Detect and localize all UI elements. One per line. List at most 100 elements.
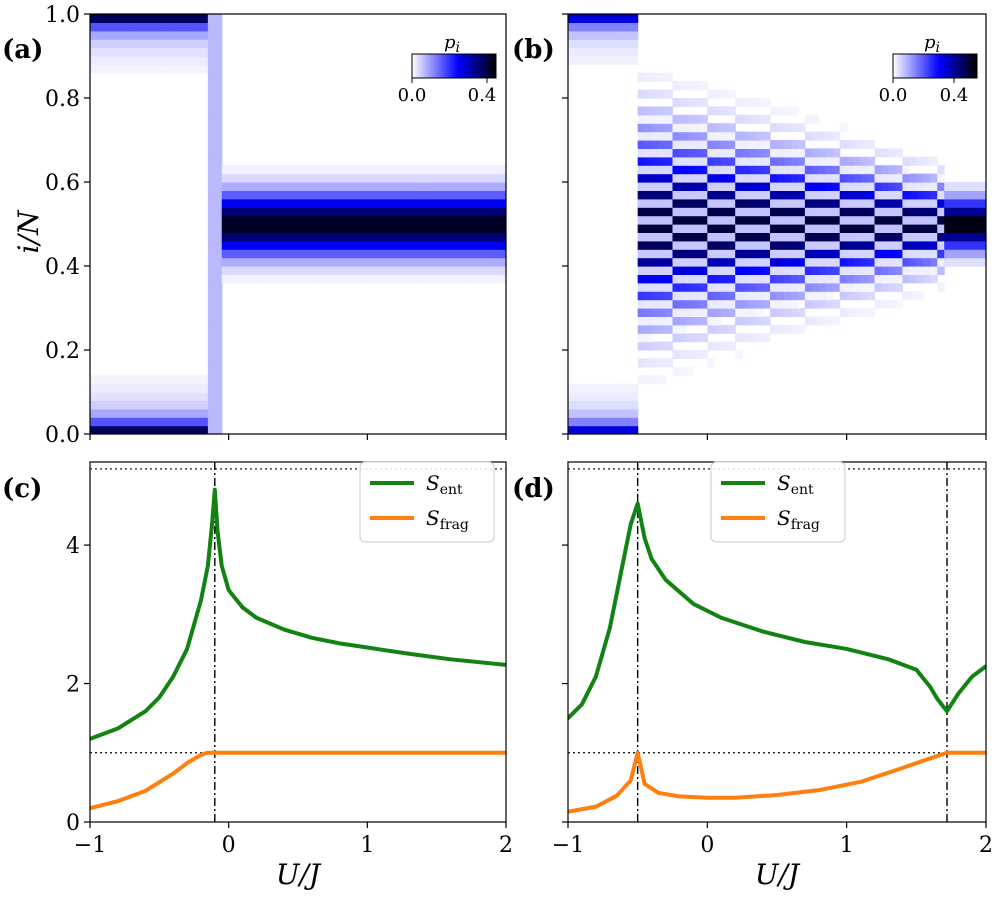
heat-cell [777,215,785,225]
heat-cell [117,400,126,410]
heat-cell [152,39,160,49]
heat-cell [187,39,195,49]
heat-cell [742,131,750,141]
heat-cell [804,148,813,158]
heat-cell [749,257,757,267]
heat-cell [686,215,694,225]
heat-cell [860,156,869,166]
heat-cell [665,282,674,292]
heat-cell [777,232,785,242]
heat-cell [665,190,674,200]
heat-cell [700,114,708,124]
heat-cell [131,47,140,57]
heat-cell [339,257,348,267]
heat-cell [763,291,771,301]
heat-cell [972,232,980,242]
heat-cell [574,408,583,418]
heat-cell [867,156,876,166]
heat-cell [117,22,126,32]
heat-cell [429,232,438,242]
heat-cell [180,392,188,401]
heat-cell [298,232,306,242]
heat-cell [707,358,715,368]
heat-cell [818,274,827,284]
heat-cell [623,39,632,49]
heat-cell [651,148,660,158]
heat-cell [478,215,486,225]
heat-cell [568,14,576,23]
heat-cell [457,207,465,217]
heat-cell [763,165,771,175]
heat-cell [367,173,375,183]
heat-cell [249,182,257,191]
heat-cell [249,165,257,175]
heat-cell [374,207,382,217]
heat-cell [194,383,202,393]
heat-cell [811,207,820,217]
heat-cell [249,266,257,275]
heat-cell [756,291,764,301]
heat-cell [574,39,583,49]
heat-cell [637,140,646,149]
heat-cell [735,173,743,183]
heat-cell [658,106,667,116]
heat-cell [381,165,389,175]
heat-cell [408,257,417,267]
heat-cell [867,232,876,242]
heat-cell [207,156,216,166]
heat-cell [644,249,653,259]
heat-cell [207,425,216,434]
heat-cell [881,173,890,183]
heat-cell [790,299,799,309]
heat-cell [388,165,396,175]
heat-cell [568,30,576,40]
heat-cell [325,182,334,191]
heat-cell [777,182,785,191]
heat-cell [616,392,625,401]
heat-cell [714,232,722,242]
heat-cell [353,224,361,233]
heat-cell [152,47,160,57]
heat-cell [499,232,506,242]
heat-cell [602,383,611,393]
heat-cell [602,22,611,32]
heat-cell [790,308,799,317]
heat-cell [665,89,674,99]
heat-cell [325,232,334,242]
heat-cell [693,299,701,309]
heat-cell [979,249,986,259]
heat-cell [721,165,729,175]
heat-cell [874,173,883,183]
heat-cell [902,257,910,267]
heat-cell [749,207,757,217]
heat-cell [853,291,862,301]
heat-cell [777,148,785,158]
heat-cell [103,425,112,434]
heat-cell [194,425,202,434]
heat-cell [249,224,257,233]
heat-cell [700,266,708,275]
heat-cell [332,232,341,242]
heat-cell [860,266,869,275]
heat-cell [103,47,112,57]
heat-cell [686,156,694,166]
heat-cell [207,282,216,292]
heat-cell [804,224,813,233]
heat-cell [325,198,334,208]
heat-cell [263,182,271,191]
heat-cell [679,123,688,133]
heat-cell [422,257,431,267]
heat-cell [728,240,736,250]
heat-cell [152,56,160,65]
heat-cell [200,39,209,49]
heat-cell [735,308,743,317]
heat-cell [581,425,590,434]
heat-cell [679,165,688,175]
heat-cell [888,299,897,309]
heat-cell [284,207,292,217]
colorbar-a-ticklabel-04: 0.4 [468,85,497,106]
heat-cell [221,257,230,267]
heat-cell [700,131,708,141]
heat-cell [221,266,230,275]
heat-cell [166,392,174,401]
